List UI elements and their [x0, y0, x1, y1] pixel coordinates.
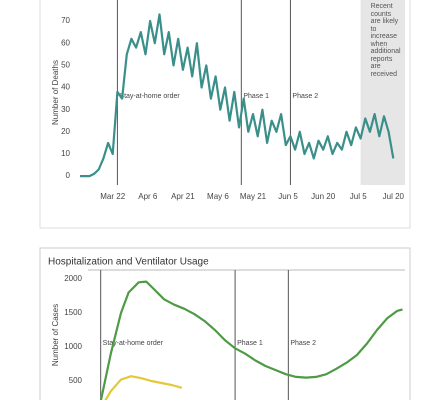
event-label: Phase 1	[237, 340, 263, 347]
x-tick-label: Jun 5	[278, 192, 298, 201]
x-tick-label: May 21	[240, 192, 267, 201]
shaded-region	[360, 0, 405, 185]
y-tick-label: 2000	[64, 274, 82, 283]
x-tick-label: Mar 22	[100, 192, 125, 201]
x-tick-label: May 6	[207, 192, 229, 201]
y-tick-label: 40	[61, 83, 70, 92]
card	[39, 0, 411, 229]
card	[39, 247, 411, 400]
y-tick-label: 1500	[64, 308, 82, 317]
x-tick-label: Jun 20	[311, 192, 336, 201]
y-tick-label: 60	[61, 38, 70, 47]
event-label: Phase 2	[290, 340, 316, 347]
event-label: Phase 1	[243, 93, 269, 100]
x-tick-label: Jul 20	[383, 192, 405, 201]
y-tick-label: 20	[61, 127, 70, 136]
y-tick-label: 500	[69, 376, 83, 385]
y-tick-label: 0	[66, 171, 71, 180]
x-tick-label: Apr 6	[138, 192, 158, 201]
note: Recent counts are likely to increase whe…	[370, 3, 401, 78]
y-tick-label: 1000	[64, 342, 82, 351]
event-label: Phase 2	[292, 93, 318, 100]
event-label: Stay-at-home order	[103, 340, 164, 347]
y-axis-label: Number of Deaths	[51, 60, 60, 125]
data-line	[80, 13, 395, 178]
data-line	[99, 280, 403, 400]
y-tick-label: 70	[61, 16, 70, 25]
x-tick-label: Jul 5	[350, 192, 367, 201]
y-tick-label: 10	[61, 149, 70, 158]
y-tick-label: 30	[61, 105, 70, 114]
y-tick-label: 50	[61, 60, 70, 69]
x-tick-label: Apr 21	[171, 192, 195, 201]
chart-title: Hospitalization and Ventilator Usage	[48, 257, 209, 268]
event-label: Stay-at-home order	[119, 93, 180, 100]
y-axis-label: Number of Cases	[51, 304, 60, 366]
data-line	[104, 375, 183, 400]
